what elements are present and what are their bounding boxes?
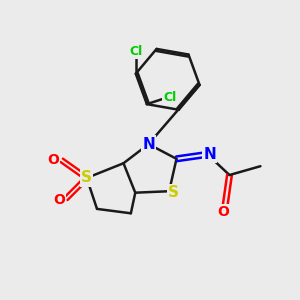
Text: N: N (142, 136, 155, 152)
Text: S: S (81, 170, 92, 185)
Text: S: S (168, 185, 179, 200)
Text: O: O (47, 153, 59, 167)
Text: Cl: Cl (163, 91, 176, 104)
Text: O: O (53, 193, 65, 207)
Text: O: O (218, 205, 230, 219)
Text: N: N (203, 147, 216, 162)
Text: Cl: Cl (129, 45, 142, 58)
